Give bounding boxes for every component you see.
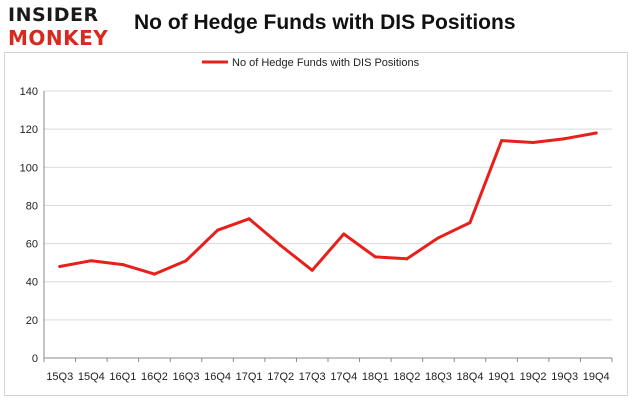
y-tick-label: 100 [20,162,38,174]
data-point [500,139,504,143]
x-tick-label: 18Q3 [425,371,452,383]
data-point [279,243,283,247]
data-point [89,259,93,263]
data-point [373,255,377,259]
y-tick-label: 40 [26,277,38,289]
data-point [58,264,62,268]
x-tick-label: 15Q3 [46,371,73,383]
insider-monkey-logo: INSIDER MONKEY [8,4,116,50]
data-point [342,232,346,236]
logo-line-insider: INSIDER [8,4,99,26]
x-tick-label: 16Q2 [141,371,168,383]
series-line [58,131,598,276]
x-tick-label: 15Q4 [78,371,105,383]
x-tick-label: 19Q2 [520,371,547,383]
x-tick-label: 16Q4 [204,371,231,383]
data-point [184,259,188,263]
data-point [310,268,314,272]
data-point [594,131,598,135]
x-tick-label: 17Q2 [267,371,294,383]
x-tick-label: 16Q3 [173,371,200,383]
x-tick-label: 18Q1 [362,371,389,383]
x-tick-label: 19Q1 [488,371,515,383]
y-tick-label: 120 [20,124,38,136]
y-tick-label: 60 [26,239,38,251]
data-point [563,137,567,141]
y-tick-label: 20 [26,315,38,327]
x-tick-label: 18Q4 [457,371,484,383]
data-point [405,257,409,261]
data-point [531,140,535,144]
x-tick-label: 16Q1 [109,371,136,383]
x-tick-label: 19Q4 [583,371,610,383]
y-tick-label: 80 [26,200,38,212]
x-tick-label: 17Q4 [330,371,357,383]
x-tick-label: 17Q1 [236,371,263,383]
x-tick-label: 19Q3 [551,371,578,383]
data-point [121,263,125,267]
data-point [216,228,220,232]
data-point [152,272,156,276]
data-point [468,221,472,225]
x-tick-label: 18Q2 [393,371,420,383]
y-tick-label: 0 [32,353,38,365]
data-point [247,217,251,221]
chart-title: No of Hedge Funds with DIS Positions [134,11,516,34]
x-tick-label: 17Q3 [299,371,326,383]
legend-label: No of Hedge Funds with DIS Positions [232,57,420,69]
data-point [436,236,440,240]
y-tick-label: 140 [20,86,38,98]
logo-line-monkey: MONKEY [8,26,109,50]
chart-frame [4,52,628,396]
